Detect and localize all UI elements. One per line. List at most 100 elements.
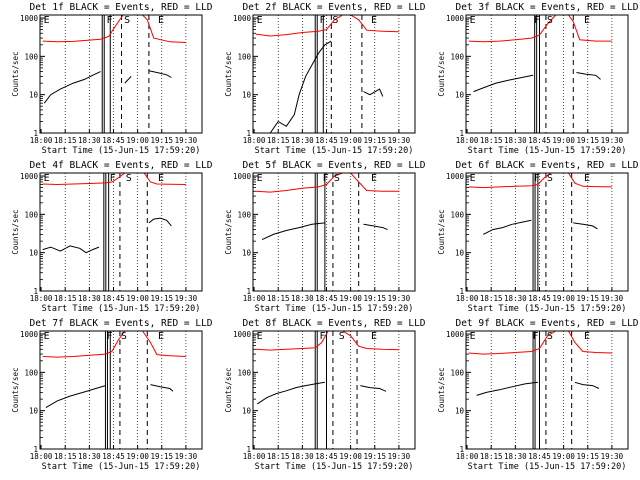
x-tick-label: 19:15 xyxy=(363,294,386,303)
plot-frame xyxy=(39,330,203,450)
x-tick-label: 18:15 xyxy=(480,452,503,461)
x-tick-label: 18:00 xyxy=(30,452,53,461)
flag-label: E xyxy=(257,173,263,184)
flag-label: F xyxy=(110,173,116,184)
x-axis-label: Start Time (15-Jun-15 17:59:20) xyxy=(255,462,414,472)
x-tick-label: 18:45 xyxy=(315,294,338,303)
flag-label: E xyxy=(44,15,50,26)
x-tick-label: 18:00 xyxy=(456,136,479,145)
panel-title: Det 6f BLACK = Events, RED = LLD xyxy=(455,160,638,171)
flag-label: E xyxy=(470,331,476,342)
flag-label: S xyxy=(334,173,340,184)
x-tick-label: 19:15 xyxy=(150,294,173,303)
events-series-line xyxy=(269,40,332,134)
x-tick-label: 19:00 xyxy=(339,294,362,303)
x-tick-label: 18:45 xyxy=(102,294,125,303)
x-tick-label: 18:45 xyxy=(102,452,125,461)
events-series-line xyxy=(150,384,174,392)
flag-label: E xyxy=(257,331,263,342)
x-tick-label: 19:15 xyxy=(576,452,599,461)
x-axis-label: Start Time (15-Jun-15 17:59:20) xyxy=(468,146,627,156)
panel-title: Det 5f BLACK = Events, RED = LLD xyxy=(242,160,425,171)
x-tick-label: 18:45 xyxy=(315,136,338,145)
x-tick-label: 18:15 xyxy=(54,136,77,145)
panel-title: Det 2f BLACK = Events, RED = LLD xyxy=(242,2,425,13)
plot-frame xyxy=(39,172,203,292)
x-tick-label: 18:30 xyxy=(504,136,527,145)
panel-title: Det 3f BLACK = Events, RED = LLD xyxy=(455,2,638,13)
x-axis-label: Start Time (15-Jun-15 17:59:20) xyxy=(42,146,201,156)
lld-series-line xyxy=(468,14,612,43)
events-series-line xyxy=(360,385,387,392)
events-series-line xyxy=(42,245,100,254)
y-tick-label: 100 xyxy=(24,368,38,377)
y-tick-label: 10 xyxy=(455,249,465,258)
flag-label: E xyxy=(584,173,590,184)
lld-series-line xyxy=(255,14,399,37)
flag-label: E xyxy=(44,173,50,184)
y-tick-label: 10 xyxy=(29,407,39,416)
flag-label: E xyxy=(44,331,50,342)
lld-series-line xyxy=(255,172,399,193)
x-tick-label: 18:15 xyxy=(267,294,290,303)
x-tick-label: 19:15 xyxy=(576,294,599,303)
y-tick-label: 1 xyxy=(459,129,464,138)
flag-label: F xyxy=(319,15,325,26)
flag-label: F xyxy=(534,15,540,26)
flag-label: F xyxy=(534,173,540,184)
flag-label: F xyxy=(106,331,112,342)
events-series-line xyxy=(576,72,601,80)
x-tick-label: 19:30 xyxy=(601,136,624,145)
x-tick-label: 18:00 xyxy=(30,136,53,145)
x-tick-label: 19:30 xyxy=(175,294,198,303)
flag-label: S xyxy=(124,15,130,26)
events-series-line xyxy=(476,381,538,396)
flag-label: E xyxy=(470,15,476,26)
x-tick-label: 18:30 xyxy=(78,136,101,145)
events-series-line xyxy=(473,74,534,93)
x-tick-label: 18:00 xyxy=(456,294,479,303)
flag-label: E xyxy=(371,173,377,184)
x-tick-label: 19:30 xyxy=(175,136,198,145)
y-tick-label: 1 xyxy=(246,129,251,138)
events-series-line xyxy=(363,88,384,97)
x-tick-label: 18:15 xyxy=(480,136,503,145)
x-tick-label: 18:15 xyxy=(480,294,503,303)
x-tick-label: 19:30 xyxy=(388,452,411,461)
x-axis-label: Start Time (15-Jun-15 17:59:20) xyxy=(468,304,627,314)
flag-label: E xyxy=(584,15,590,26)
y-axis-label: Counts/sec xyxy=(437,51,446,96)
panel-title: Det 7f BLACK = Events, RED = LLD xyxy=(29,318,212,329)
y-tick-label: 1000 xyxy=(446,172,465,181)
flag-label: E xyxy=(158,331,164,342)
y-tick-label: 1 xyxy=(459,445,464,454)
events-series-line xyxy=(574,381,600,389)
flag-label: E xyxy=(470,173,476,184)
x-tick-label: 18:30 xyxy=(78,452,101,461)
y-axis-label: Counts/sec xyxy=(224,367,233,412)
x-tick-label: 19:15 xyxy=(576,136,599,145)
flag-label: S xyxy=(126,173,132,184)
flag-label: E xyxy=(371,15,377,26)
x-tick-label: 19:00 xyxy=(552,452,575,461)
lld-series-line xyxy=(42,330,186,358)
y-axis-label: Counts/sec xyxy=(437,209,446,254)
plot-frame xyxy=(465,14,629,134)
x-axis-label: Start Time (15-Jun-15 17:59:20) xyxy=(468,462,627,472)
x-axis-label: Start Time (15-Jun-15 17:59:20) xyxy=(42,304,201,314)
x-tick-label: 18:30 xyxy=(504,452,527,461)
x-tick-label: 18:45 xyxy=(528,452,551,461)
x-tick-label: 18:45 xyxy=(528,136,551,145)
y-tick-label: 1000 xyxy=(20,172,39,181)
y-tick-label: 100 xyxy=(237,368,251,377)
y-tick-label: 10 xyxy=(242,91,252,100)
x-tick-label: 19:15 xyxy=(363,136,386,145)
x-axis-label: Start Time (15-Jun-15 17:59:20) xyxy=(255,146,414,156)
x-tick-label: 18:15 xyxy=(54,294,77,303)
x-tick-label: 18:15 xyxy=(267,452,290,461)
